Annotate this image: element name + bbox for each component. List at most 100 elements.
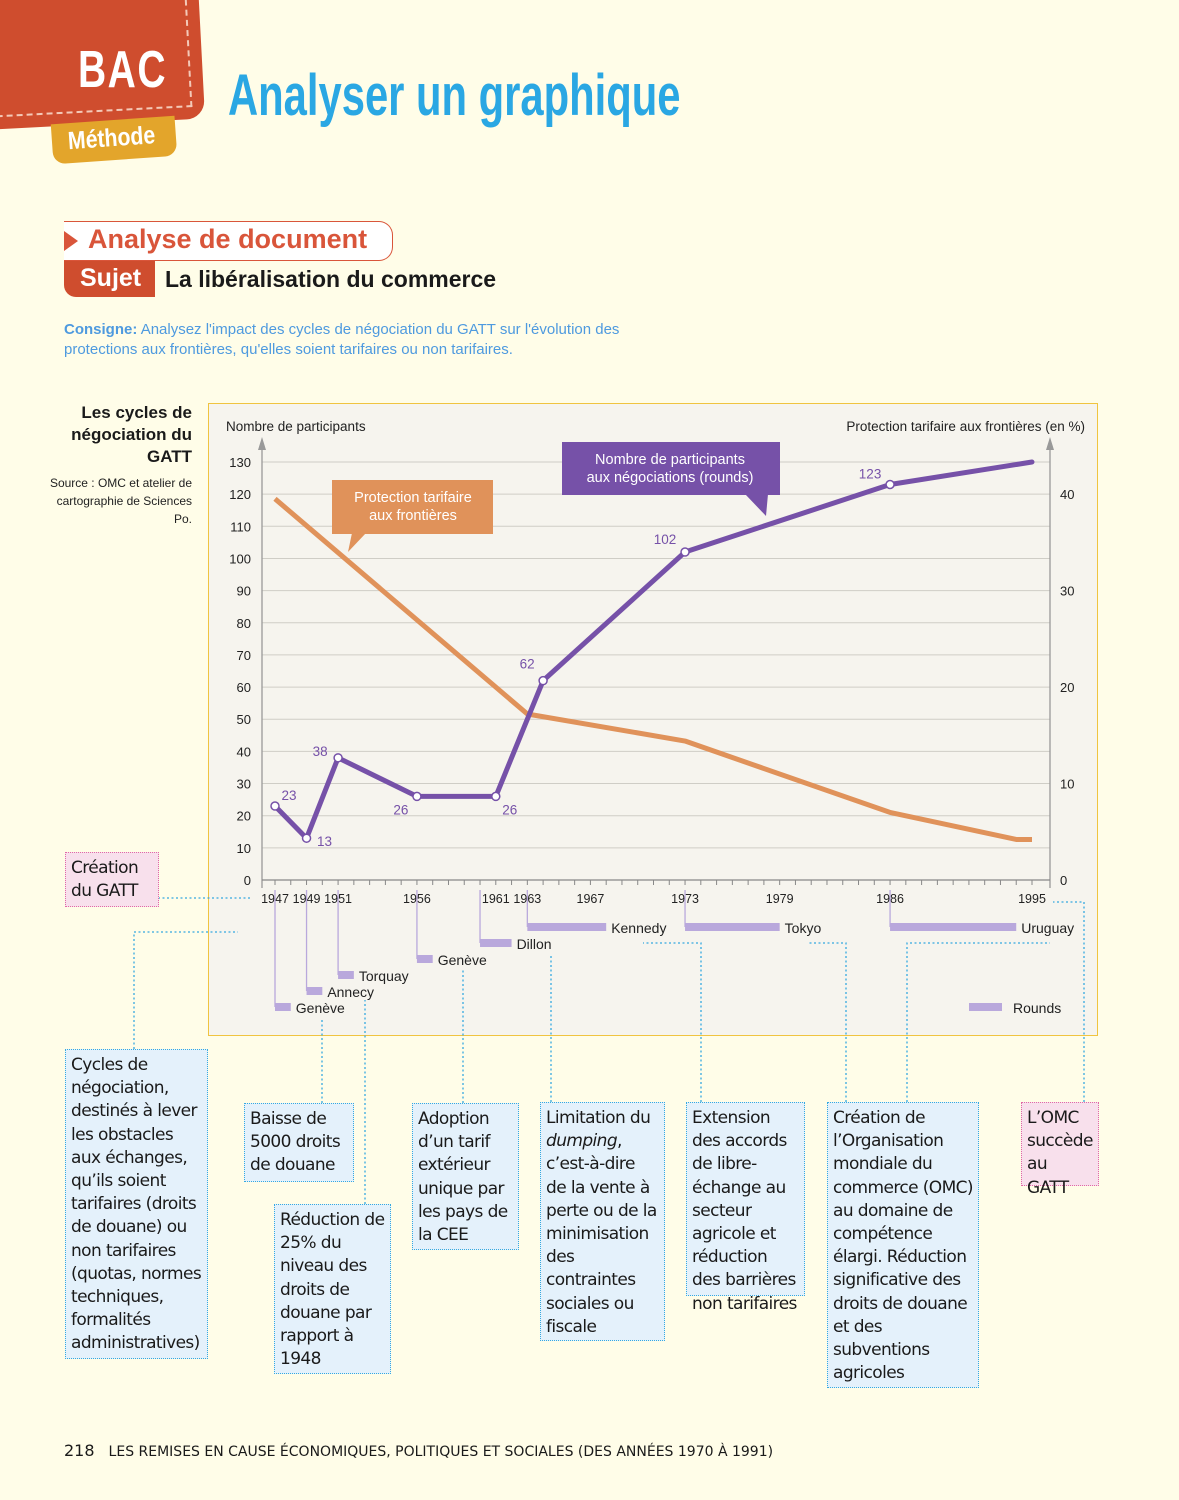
callout-participants-line2: aux négociations (rounds) — [587, 470, 754, 486]
y-tick-left: 40 — [237, 744, 251, 759]
round-label: Dillon — [517, 936, 552, 952]
round-label: Genève — [438, 952, 487, 968]
note-limitation-1: Limitation du — [546, 1108, 651, 1128]
x-tick-label: 1967 — [577, 892, 605, 906]
rounds-legend-swatch — [969, 1003, 1002, 1011]
data-point — [885, 479, 895, 490]
connector — [643, 942, 702, 1102]
y-tick-left: 100 — [229, 551, 251, 566]
consigne-label: Consigne: — [64, 321, 138, 338]
round-label: Annecy — [327, 984, 374, 1000]
y-tick-left: 110 — [230, 519, 251, 534]
y-tick-right: 40 — [1060, 487, 1074, 502]
note-creation-omc: Création de l’Organisation mondiale du c… — [827, 1102, 979, 1388]
y-tick-left: 60 — [237, 680, 251, 695]
connector — [809, 942, 847, 1102]
figure-source: Source : OMC et atelier de cartographie … — [49, 476, 192, 526]
data-point — [301, 833, 312, 843]
subject-tag-label: Sujet — [80, 264, 142, 292]
y-axis-left-label: Nombre de participants — [226, 419, 366, 434]
round-bar — [890, 923, 1017, 931]
y-axis-left-arrow — [258, 437, 266, 450]
note-limitation-2: , c’est-à-dire de la vente à perte ou de… — [546, 1131, 657, 1337]
round-bar — [685, 923, 780, 931]
rounds-legend-label: Rounds — [1013, 1000, 1061, 1016]
callout-tarifaire-line1: Protection tarifaire — [354, 490, 472, 506]
y-tick-right: 30 — [1060, 584, 1074, 599]
callout-participants-line1: Nombre de participants — [595, 452, 745, 468]
footer-text: LES REMISES EN CAUSE ÉCONOMIQUES, POLITI… — [108, 1444, 774, 1460]
callout-tarifaire: Protection tarifaire aux frontières — [332, 480, 493, 552]
y-tick-right: 20 — [1060, 680, 1074, 695]
footer: 218 LES REMISES EN CAUSE ÉCONOMIQUES, POL… — [64, 1441, 773, 1460]
page-title: Analyser un graphique — [228, 63, 681, 128]
data-label: 26 — [502, 802, 517, 817]
connector-lines — [133, 897, 1085, 1204]
section-title: Analyse de document — [88, 224, 368, 254]
x-tick-label: 1961 — [482, 892, 510, 906]
round-bar — [480, 939, 512, 947]
series: 23 13 38 26 26 62 102 123 — [270, 459, 1035, 849]
data-point — [538, 675, 548, 686]
callout-tarifaire-line2: aux frontières — [369, 508, 457, 524]
page-number: 218 — [64, 1441, 95, 1460]
y-tick-left: 20 — [237, 809, 251, 824]
y-tick-right: 0 — [1060, 873, 1067, 888]
note-adoption: Adoption d’un tarif extérieur unique par… — [412, 1103, 519, 1250]
subject-title: La libéralisation du commerce — [165, 266, 497, 292]
round-label: Kennedy — [611, 920, 666, 936]
connector — [906, 942, 1050, 1102]
data-point — [333, 753, 343, 763]
consigne-text: Analysez l'impact des cycles de négociat… — [64, 321, 620, 358]
note-baisse: Baisse de 5000 droits de douane — [244, 1103, 354, 1182]
data-label: 38 — [313, 744, 328, 759]
consigne: Consigne: Analysez l'impact des cycles d… — [64, 320, 684, 360]
y-tick-left: 10 — [237, 841, 251, 856]
data-point — [680, 547, 690, 557]
data-point — [491, 791, 501, 802]
series-tarifaire-line — [273, 496, 1032, 842]
note-omc-succede: L’OMC succède au GATT — [1021, 1102, 1099, 1198]
y-tick-left: 90 — [237, 584, 251, 599]
y-tick-left: 0 — [244, 873, 251, 888]
data-label: 26 — [393, 802, 408, 817]
note-cycles: Cycles de négociation, destinés à lever … — [65, 1049, 208, 1359]
y-tick-left: 70 — [237, 648, 251, 663]
x-tick-label: 1979 — [766, 892, 794, 906]
round-bar — [527, 923, 607, 931]
note-limitation-em: dumping — [546, 1131, 618, 1152]
round-bar — [275, 1003, 291, 1011]
note-reduction: Réduction de 25% du niveau des droits de… — [274, 1204, 391, 1374]
note-extension: Extension des accords de libre-échange a… — [686, 1102, 805, 1314]
section-header-box — [64, 221, 393, 261]
y-tick-right: 10 — [1060, 777, 1074, 792]
data-label: 123 — [859, 467, 882, 482]
data-label: 23 — [281, 788, 296, 803]
round-bar — [416, 955, 433, 963]
data-label: 62 — [520, 657, 535, 672]
y-axis-right-label: Protection tarifaire aux frontières (en … — [846, 419, 1085, 434]
note-limitation: Limitation du dumping, c’est-à-dire de l… — [540, 1102, 665, 1341]
y-tick-left: 120 — [229, 487, 251, 502]
round-label: Genève — [296, 1000, 345, 1016]
callout-participants: Nombre de participants aux négociations … — [562, 442, 780, 516]
connector — [1053, 901, 1085, 1102]
note-creation-gatt: Création du GATT — [65, 852, 159, 907]
x-tick-label: 1995 — [1018, 892, 1046, 906]
y-tick-left: 30 — [237, 777, 251, 792]
y-tick-left: 80 — [237, 616, 251, 631]
data-point — [412, 791, 422, 802]
round-label: Uruguay — [1021, 920, 1074, 936]
y-tick-left: 130 — [229, 455, 251, 470]
data-label: 13 — [317, 834, 332, 849]
y-axis-right-arrow — [1046, 437, 1054, 450]
subject-tag: Sujet — [64, 261, 155, 297]
figure-title: Les cycles de négociation du GATT — [71, 403, 192, 466]
round-bar — [338, 971, 354, 979]
bac-badge: BAC — [78, 41, 168, 99]
data-point — [270, 801, 280, 811]
arrow-icon — [64, 231, 78, 251]
connector — [133, 931, 238, 1049]
